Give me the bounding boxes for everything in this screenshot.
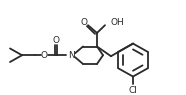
Text: OH: OH (111, 18, 125, 27)
Text: N: N (69, 51, 75, 60)
Text: Cl: Cl (129, 86, 137, 95)
Text: O: O (52, 36, 60, 45)
Text: O: O (81, 18, 87, 27)
Text: O: O (41, 51, 47, 60)
